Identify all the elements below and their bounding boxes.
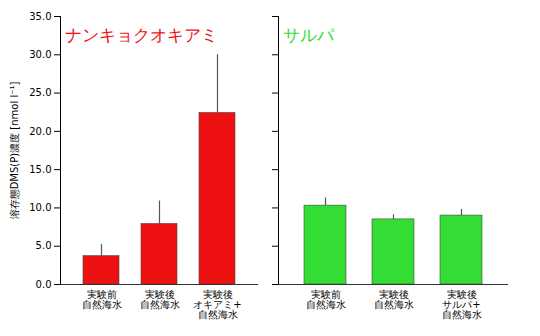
svg-text:実験後オキアミ+自然海水: 実験後オキアミ+自然海水	[193, 289, 241, 320]
svg-text:溶存態DMS(P)濃度 [nmol l⁻¹]: 溶存態DMS(P)濃度 [nmol l⁻¹]	[9, 82, 20, 220]
svg-text:10.0: 10.0	[29, 202, 51, 213]
svg-text:15.0: 15.0	[29, 164, 51, 175]
svg-text:5.0: 5.0	[36, 240, 52, 251]
svg-text:実験前自然海水: 実験前自然海水	[82, 289, 122, 310]
svg-text:実験後自然海水: 実験後自然海水	[140, 289, 180, 310]
svg-text:35.0: 35.0	[29, 11, 51, 22]
svg-text:ナンキョクオキアミ: ナンキョクオキアミ	[65, 25, 218, 45]
svg-text:サルパ: サルパ	[283, 25, 335, 45]
svg-text:20.0: 20.0	[29, 126, 51, 137]
svg-text:実験前自然海水: 実験前自然海水	[306, 289, 346, 310]
svg-text:25.0: 25.0	[29, 87, 51, 98]
svg-text:実験後サルパ+自然海水: 実験後サルパ+自然海水	[442, 289, 482, 320]
svg-text:30.0: 30.0	[29, 49, 51, 60]
svg-text:実験後自然海水: 実験後自然海水	[374, 289, 414, 310]
svg-text:0.0: 0.0	[36, 279, 52, 290]
